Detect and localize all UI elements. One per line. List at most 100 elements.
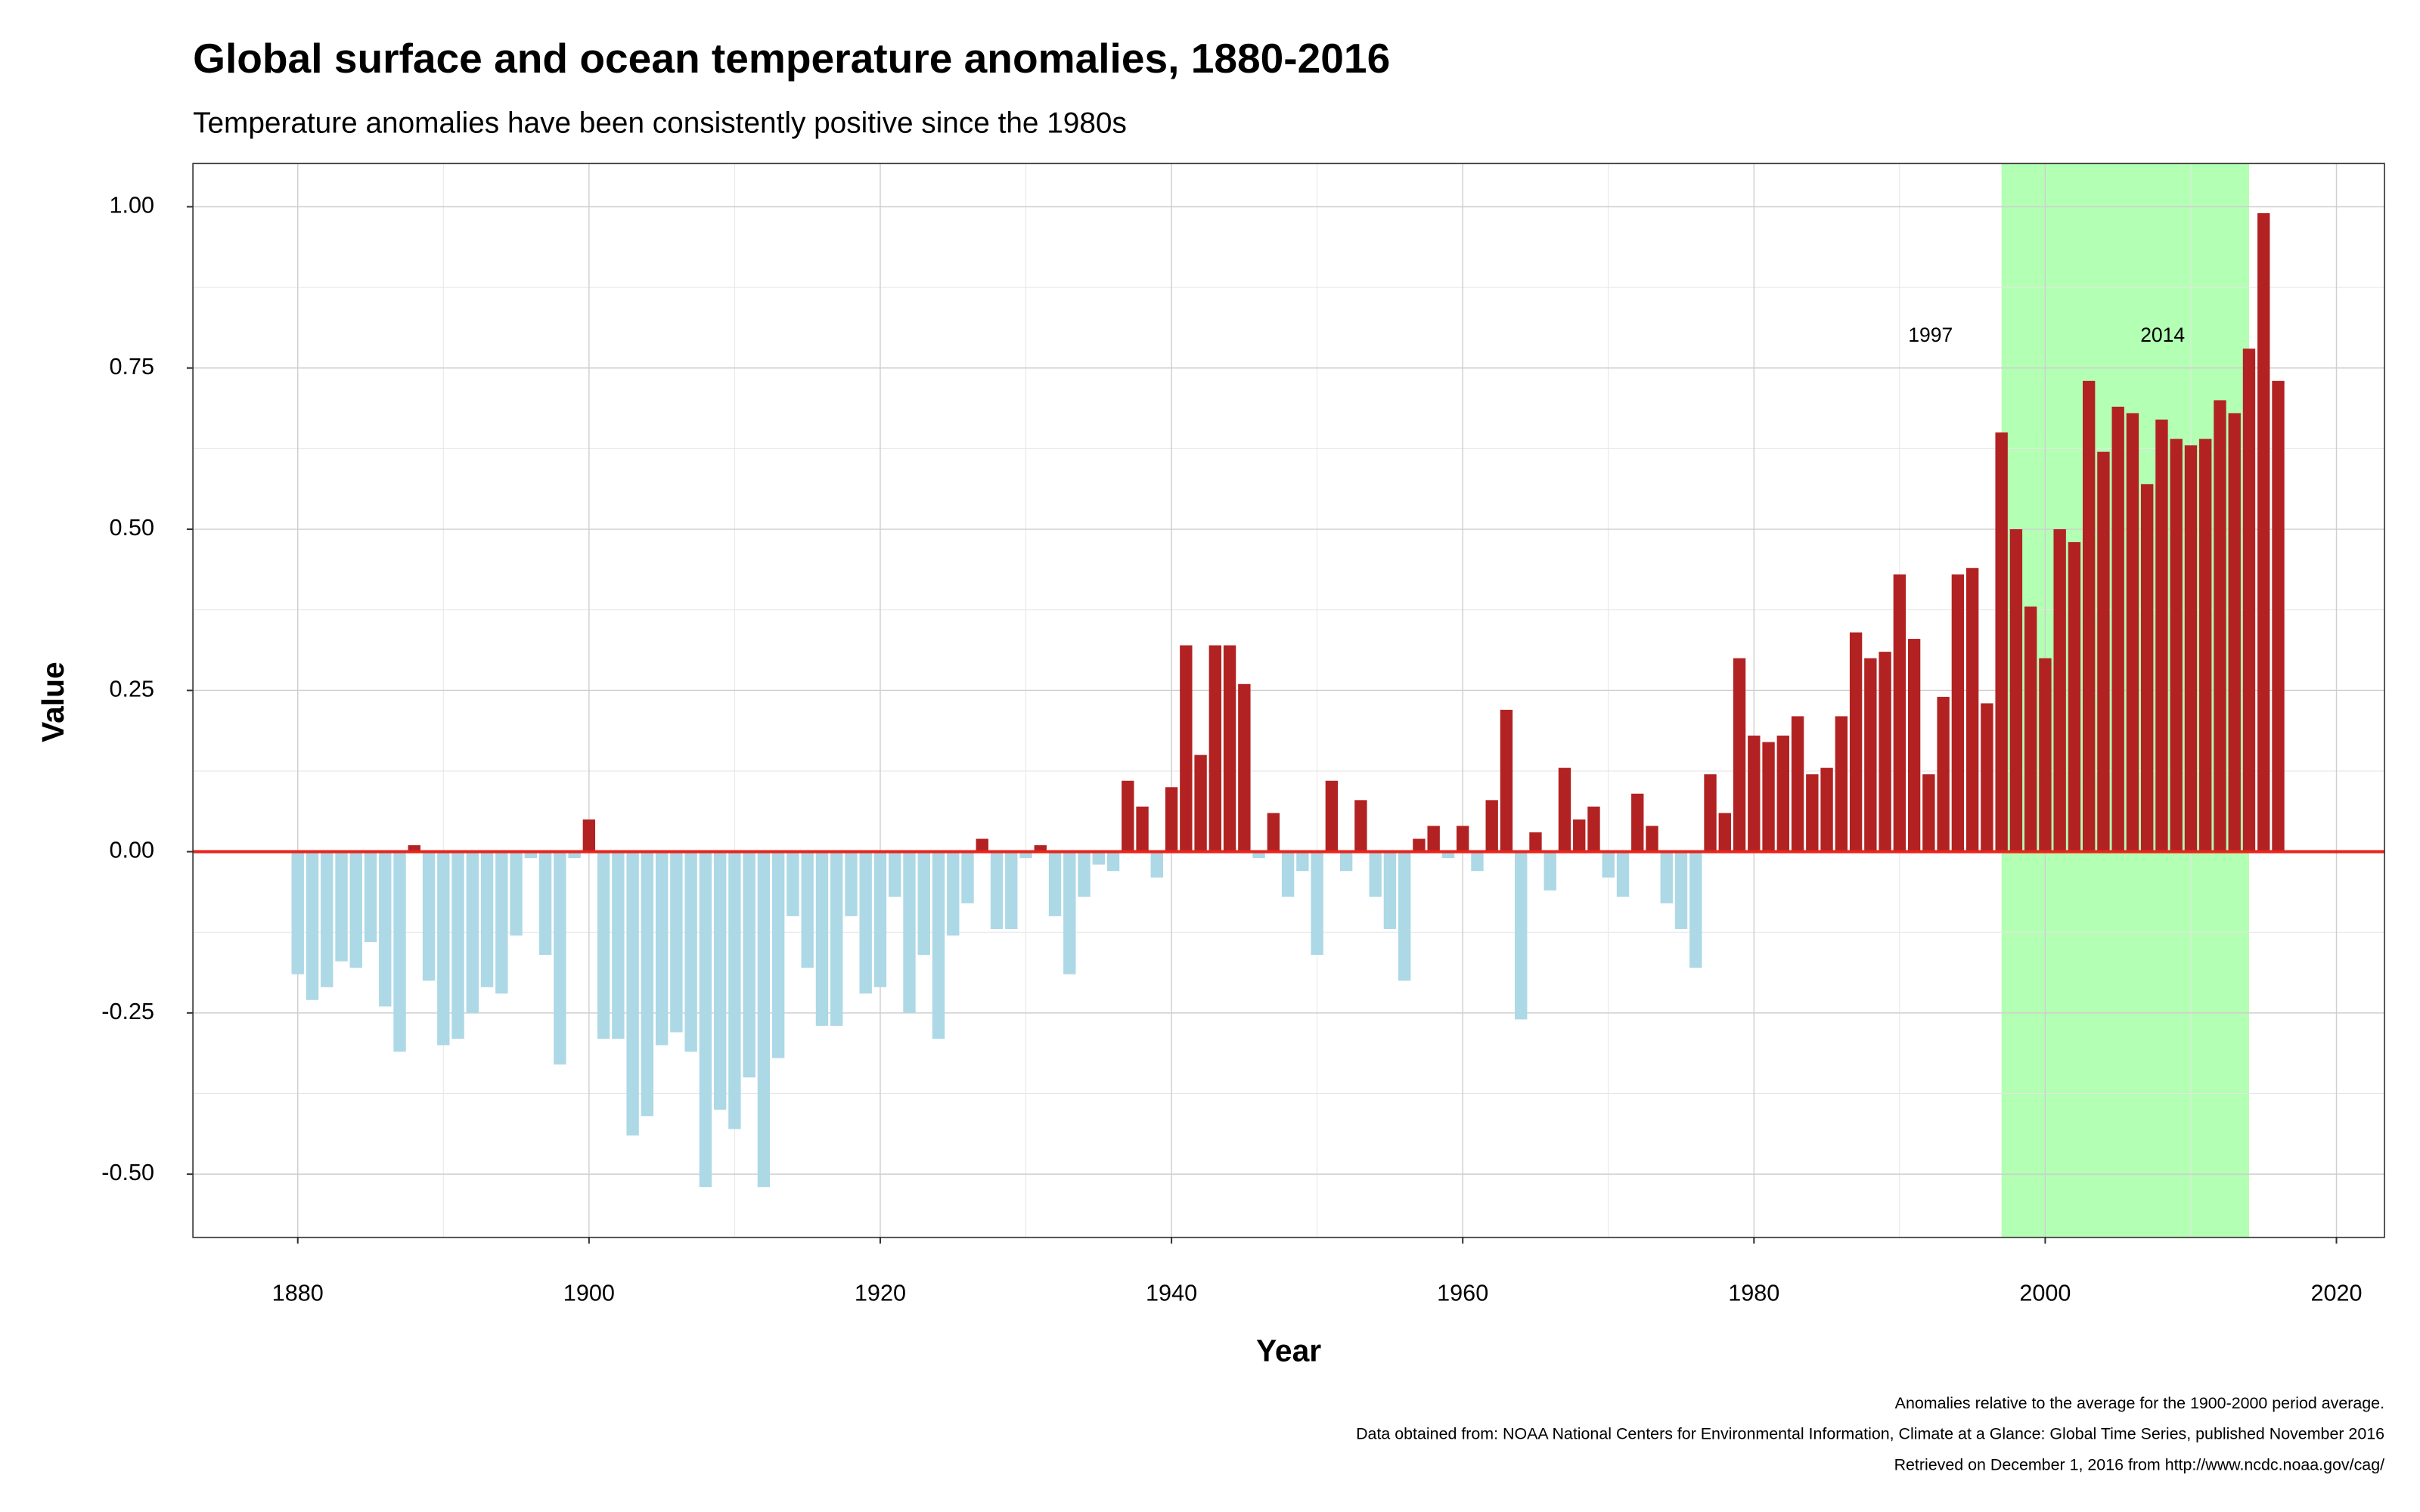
- bar: [1689, 851, 1702, 968]
- x-tick-label: 1880: [272, 1280, 324, 1306]
- bar: [2184, 445, 2198, 852]
- bar: [743, 851, 755, 1078]
- x-tick-label: 1980: [1728, 1280, 1779, 1306]
- bar: [2199, 438, 2212, 852]
- bar: [2272, 380, 2285, 852]
- bar: [554, 851, 566, 1065]
- plot-border: [192, 163, 2385, 1238]
- bar: [2068, 542, 2081, 852]
- chart-subtitle: Temperature anomalies have been consiste…: [193, 107, 1127, 140]
- bar: [815, 851, 829, 1026]
- bar: [1893, 574, 1907, 852]
- bar: [1325, 780, 1339, 852]
- bar: [1180, 645, 1193, 852]
- bar: [728, 851, 741, 1129]
- bar: [845, 851, 858, 916]
- bar: [1413, 838, 1426, 852]
- bar: [1951, 574, 1965, 852]
- bar: [2141, 484, 2154, 852]
- bar: [947, 851, 960, 936]
- bar: [321, 851, 334, 987]
- bar: [1646, 826, 1658, 852]
- highlight-band: [2001, 163, 2249, 1238]
- y-tick-label: -0.50: [101, 1160, 154, 1185]
- bar: [1485, 800, 1498, 852]
- bar: [1034, 845, 1047, 852]
- bar: [1674, 851, 1688, 929]
- bar: [1238, 683, 1251, 852]
- bar: [1849, 632, 1863, 852]
- bar: [1776, 736, 1789, 852]
- x-tick-label: 1960: [1437, 1280, 1488, 1306]
- x-tick-label: 2000: [2019, 1280, 2071, 1306]
- bar: [2228, 413, 2241, 852]
- bar: [990, 851, 1004, 929]
- footnote: Retrieved on December 1, 2016 from http:…: [1894, 1455, 2385, 1473]
- bar: [713, 851, 727, 1110]
- bar: [1005, 851, 1018, 929]
- bar: [1267, 813, 1280, 852]
- bar: [830, 851, 843, 1026]
- bar: [2053, 529, 2066, 852]
- bar: [349, 851, 362, 968]
- bar: [2155, 420, 2168, 852]
- bar: [568, 851, 581, 859]
- bar: [1092, 851, 1105, 865]
- bar: [379, 851, 392, 1007]
- bar: [524, 851, 538, 859]
- bar: [466, 851, 479, 1013]
- bar: [771, 851, 785, 1058]
- bar: [2126, 413, 2139, 852]
- bar: [1354, 800, 1367, 852]
- bar: [306, 851, 319, 1000]
- bar: [408, 845, 420, 852]
- bar: [437, 851, 450, 1046]
- y-tick-label: -0.25: [101, 999, 154, 1024]
- bar: [2214, 400, 2226, 852]
- bar: [1122, 780, 1134, 852]
- bar: [2170, 438, 2183, 852]
- bar: [961, 851, 974, 903]
- bar: [1194, 754, 1207, 852]
- bar: [873, 851, 887, 987]
- bar: [1339, 851, 1353, 872]
- bar: [1500, 709, 1513, 852]
- bar: [917, 851, 930, 956]
- bar: [291, 851, 304, 974]
- bar: [1544, 851, 1556, 891]
- bar: [1078, 851, 1091, 897]
- bar: [903, 851, 916, 1013]
- x-tick-label: 1900: [563, 1280, 615, 1306]
- bar: [1573, 819, 1586, 852]
- bar: [1427, 826, 1440, 852]
- bar: [480, 851, 494, 987]
- bar: [1515, 851, 1528, 1020]
- bar: [655, 851, 669, 1046]
- bar: [335, 851, 348, 962]
- bar: [786, 851, 799, 916]
- bar: [1660, 851, 1673, 903]
- bar: [1806, 774, 1819, 852]
- footnote: Data obtained from: NOAA National Center…: [1356, 1425, 2384, 1443]
- bar: [889, 851, 901, 897]
- y-tick-label: 0.00: [110, 838, 155, 863]
- bar: [2257, 213, 2270, 852]
- bar: [1558, 767, 1571, 852]
- bar: [1704, 774, 1717, 852]
- bar: [1922, 774, 1935, 852]
- bar: [1820, 767, 1833, 852]
- bar: [1602, 851, 1615, 878]
- bar: [1879, 652, 1891, 852]
- chart-title: Global surface and ocean temperature ano…: [193, 35, 1390, 82]
- bar: [2024, 606, 2037, 852]
- bar: [1150, 851, 1164, 878]
- bar: [597, 851, 610, 1039]
- bar: [699, 851, 712, 1188]
- bar: [510, 851, 523, 936]
- bar: [1281, 851, 1295, 897]
- bar: [582, 819, 596, 852]
- bar: [1835, 716, 1848, 852]
- footnote: Anomalies relative to the average for th…: [1895, 1394, 2384, 1412]
- bar: [801, 851, 814, 968]
- bar: [451, 851, 464, 1039]
